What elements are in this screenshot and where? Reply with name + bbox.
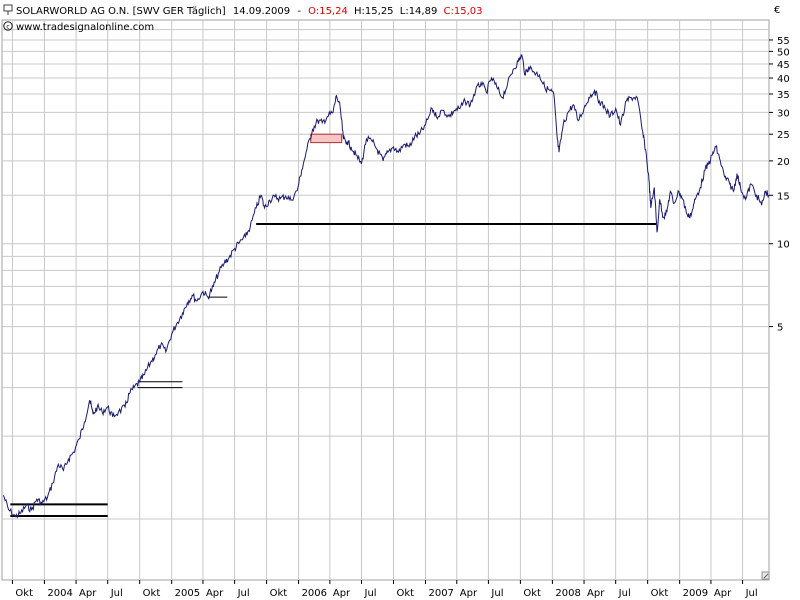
high-value: H:15,25 [354, 6, 394, 17]
x-tick-label: Jul [490, 588, 503, 599]
x-tick-label: 2006 [302, 588, 327, 599]
x-tick-label: Okt [396, 588, 414, 599]
plot-area [1, 19, 770, 581]
instrument-title: SOLARWORLD AG O.N. [SWV GER Täglich] [16, 6, 226, 17]
gap-box [310, 133, 343, 144]
low-value: L:14,89 [400, 6, 438, 17]
copyright-icon: c [3, 21, 13, 31]
close-value: C:15,03 [444, 6, 483, 17]
header: SOLARWORLD AG O.N. [SWV GER Täglich] 14.… [3, 4, 780, 33]
x-tick-label: 2008 [555, 588, 580, 599]
resize-handle-icon[interactable] [761, 571, 770, 580]
x-tick-label: Jul [618, 588, 631, 599]
source-label: www.tradesignalonline.com [16, 22, 154, 33]
date-label: 14.09.2009 [233, 6, 290, 17]
y-tick-label: 30 [777, 108, 790, 119]
x-tick-label: Jul [237, 588, 250, 599]
x-axis: Okt 2004 Apr Jul Okt 2005 Apr Jul Okt 2006 Apr Jul O… [11, 580, 758, 599]
x-tick-label: Jul [745, 588, 758, 599]
y-tick-label: 40 [777, 74, 790, 85]
y-tick-label: 35 [777, 90, 790, 101]
y-tick-label: 25 [777, 130, 790, 141]
currency-label: € [774, 5, 780, 16]
x-tick-label: 2009 [683, 588, 708, 599]
x-tick-label: Okt [143, 588, 161, 599]
y-tick-label: 15 [777, 191, 790, 202]
separator-dash: - [297, 6, 301, 17]
y-tick-label: 55 [777, 36, 790, 47]
svg-text:c: c [6, 23, 10, 31]
x-tick-label: 2005 [175, 588, 200, 599]
x-tick-label: Apr [333, 588, 351, 599]
y-tick-label: 45 [777, 60, 790, 71]
price-series-line [2, 54, 770, 519]
x-tick-label: Okt [270, 588, 288, 599]
x-tick-label: Apr [714, 588, 732, 599]
open-value: O:15,24 [308, 6, 348, 17]
x-tick-label: Okt [523, 588, 541, 599]
x-tick-label: Apr [587, 588, 605, 599]
grid [2, 20, 769, 580]
pin-icon[interactable] [3, 4, 13, 15]
y-tick-label: 50 [777, 47, 790, 58]
x-tick-label: 2007 [428, 588, 453, 599]
x-tick-label: Okt [15, 588, 33, 599]
y-tick-label: 10 [777, 240, 790, 251]
y-tick-label: 20 [777, 157, 790, 168]
x-tick-label: Jul [110, 588, 123, 599]
x-tick-label: Apr [206, 588, 224, 599]
svg-text:SOLARWORLD AG O.N. [SWV GER T: SOLARWORLD AG O.N. [SWV GER Täglich] 14.… [16, 6, 483, 17]
x-tick-label: Okt [651, 588, 669, 599]
y-tick-label: 5 [777, 323, 783, 334]
x-tick-label: 2004 [47, 588, 72, 599]
x-tick-label: Apr [460, 588, 478, 599]
x-tick-label: Jul [364, 588, 377, 599]
x-tick-label: Apr [79, 588, 97, 599]
